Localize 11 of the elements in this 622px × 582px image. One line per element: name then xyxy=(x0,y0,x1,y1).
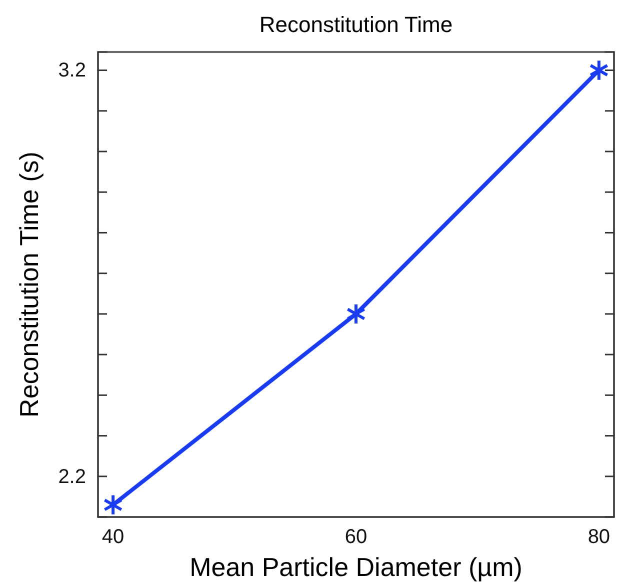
x-axis-title: Mean Particle Diameter (µm) xyxy=(190,552,522,582)
y-tick-label: 3.2 xyxy=(58,60,86,82)
x-tick-label: 40 xyxy=(102,526,124,548)
point xyxy=(589,59,609,82)
y-tick-label: 2.2 xyxy=(58,466,86,488)
chart-title: Reconstitution Time xyxy=(259,12,453,37)
y-axis-title: Reconstitution Time (s) xyxy=(14,152,44,418)
point xyxy=(346,302,366,326)
x-tick-label: 80 xyxy=(588,526,610,548)
x-tick-label: 60 xyxy=(344,526,368,548)
point xyxy=(103,494,123,516)
